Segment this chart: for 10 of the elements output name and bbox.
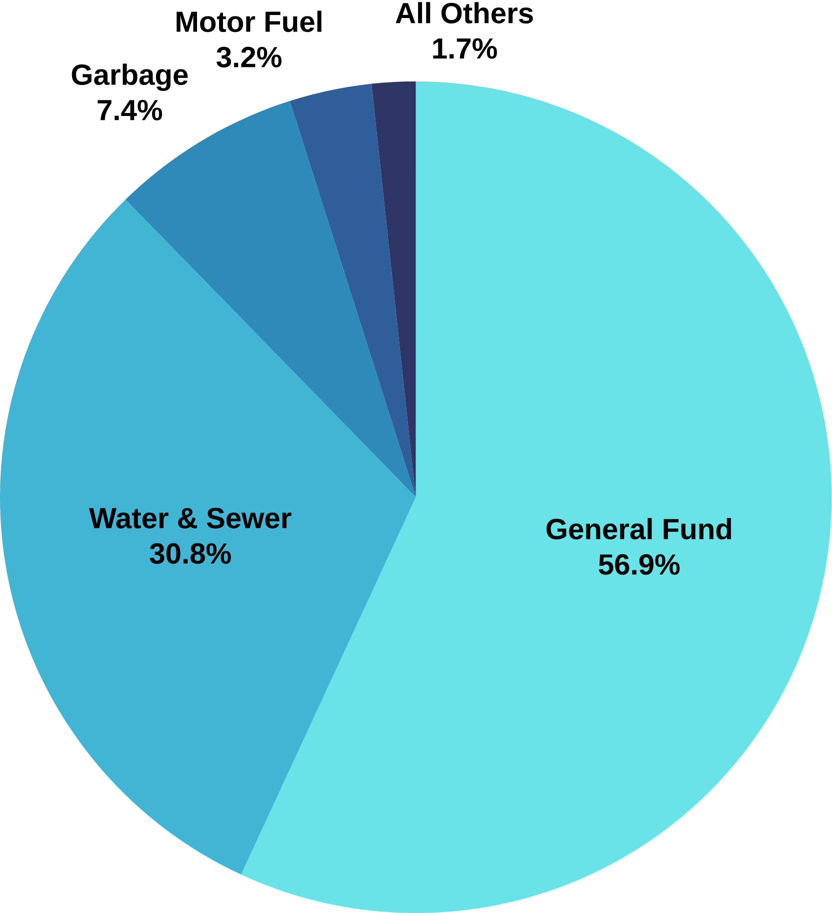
data-label: 7.4% xyxy=(98,100,162,120)
data-label: 56.9% xyxy=(598,554,680,575)
slice-label: General Fund xyxy=(546,518,732,540)
slice-label: All Others xyxy=(396,2,534,24)
data-label: 30.8% xyxy=(150,543,232,564)
data-label: 1.7% xyxy=(433,38,498,59)
slice-label: Water & Sewer xyxy=(89,508,292,528)
slice-label: Motor Fuel xyxy=(176,10,322,32)
data-label: 3.2% xyxy=(216,46,282,68)
slice-label: Garbage xyxy=(72,64,188,91)
